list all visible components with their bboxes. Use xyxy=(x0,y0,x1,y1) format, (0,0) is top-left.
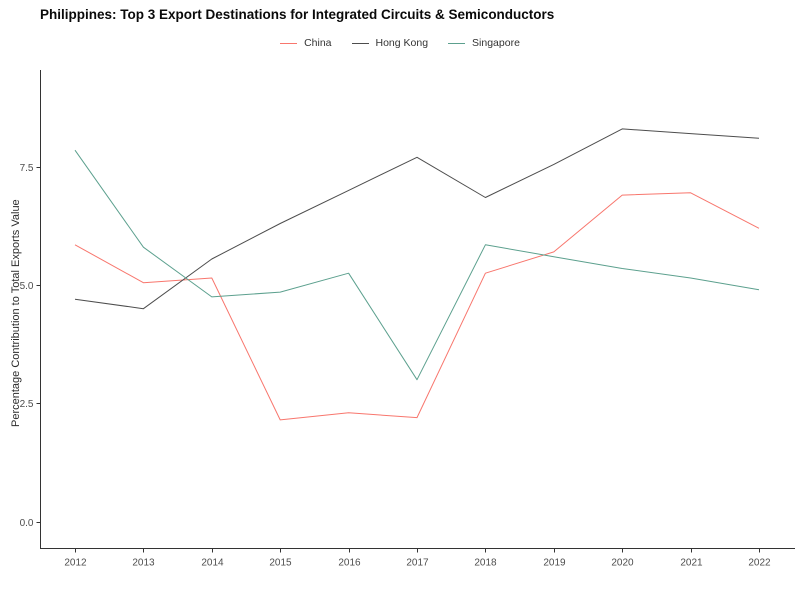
y-tick-label: 5.0 xyxy=(20,281,34,292)
x-tick-label: 2018 xyxy=(474,558,497,569)
legend-key-china xyxy=(280,42,298,44)
legend-item-china: China xyxy=(280,37,332,49)
legend-item-singapore: Singapore xyxy=(448,37,520,49)
legend-key-singapore xyxy=(448,42,466,44)
legend-label-china: China xyxy=(304,37,332,49)
x-tick-label: 2017 xyxy=(406,558,429,569)
x-tick-label: 2015 xyxy=(269,558,292,569)
series-line-singapore xyxy=(74,149,760,381)
y-tick-label: 2.5 xyxy=(20,399,34,410)
chart-title: Philippines: Top 3 Export Destinations f… xyxy=(40,7,555,22)
legend-label-singapore: Singapore xyxy=(472,37,520,49)
x-tick-label: 2016 xyxy=(338,558,361,569)
x-tick-label: 2019 xyxy=(543,558,566,569)
x-tick-label: 2022 xyxy=(748,558,771,569)
legend: China Hong Kong Singapore xyxy=(0,37,800,49)
x-tick-label: 2020 xyxy=(611,558,634,569)
x-tick-label: 2012 xyxy=(64,558,87,569)
legend-label-hong-kong: Hong Kong xyxy=(375,37,429,49)
series-line-hong-kong xyxy=(74,128,760,310)
y-tick-label: 0.0 xyxy=(20,518,34,529)
series-line-china xyxy=(74,192,760,421)
y-tick-label: 7.5 xyxy=(20,163,34,174)
legend-key-hong-kong xyxy=(351,42,369,44)
legend-item-hong-kong: Hong Kong xyxy=(351,37,429,49)
x-tick-label: 2014 xyxy=(201,558,224,569)
x-tick-label: 2021 xyxy=(680,558,703,569)
x-tick-label: 2013 xyxy=(132,558,155,569)
